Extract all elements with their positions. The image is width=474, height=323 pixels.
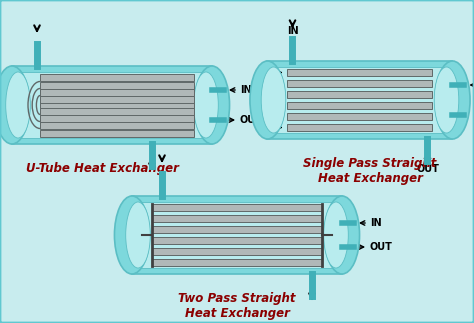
Bar (288, 80, 432, 87)
Bar (288, 102, 432, 109)
Bar (40, 130, 194, 137)
Bar (40, 88, 194, 95)
Ellipse shape (250, 61, 285, 139)
Bar (288, 69, 432, 76)
Bar (40, 89, 194, 96)
Ellipse shape (194, 72, 219, 138)
Ellipse shape (126, 202, 150, 268)
Bar (40, 96, 194, 102)
Text: Single Pass Straight
Heat Exchanger: Single Pass Straight Heat Exchanger (303, 157, 437, 185)
Text: Two Pass Straight
Heat Exchanger: Two Pass Straight Heat Exchanger (178, 292, 296, 320)
Bar (12, 66, 212, 144)
Ellipse shape (261, 67, 286, 133)
Ellipse shape (114, 196, 150, 274)
Bar (40, 101, 194, 109)
Ellipse shape (324, 202, 348, 268)
Bar (152, 237, 322, 244)
Bar (288, 91, 432, 98)
Bar (288, 113, 432, 120)
Text: OUT: OUT (240, 115, 263, 125)
Text: U-Tube Heat Exchanger: U-Tube Heat Exchanger (26, 162, 178, 175)
Bar (152, 248, 322, 255)
Bar (40, 74, 194, 80)
Bar (267, 61, 453, 139)
Bar (138, 202, 336, 268)
Ellipse shape (0, 66, 29, 144)
Bar (273, 67, 447, 133)
Bar (40, 116, 194, 122)
Bar (40, 108, 194, 114)
Ellipse shape (6, 72, 30, 138)
Bar (40, 114, 194, 121)
Text: OUT: OUT (416, 164, 439, 174)
Bar (152, 204, 322, 211)
Bar (40, 81, 194, 89)
Ellipse shape (194, 66, 229, 144)
Text: IN: IN (370, 218, 382, 228)
Bar (288, 124, 432, 131)
Text: IN: IN (287, 26, 298, 36)
Bar (40, 101, 194, 109)
Bar (152, 259, 322, 266)
Bar (40, 121, 194, 129)
Bar (18, 72, 206, 138)
Ellipse shape (435, 61, 470, 139)
Bar (152, 226, 322, 233)
Bar (132, 196, 342, 274)
Bar (152, 215, 322, 222)
Text: IN: IN (240, 85, 252, 95)
Ellipse shape (434, 67, 459, 133)
Ellipse shape (324, 196, 360, 274)
Text: OUT: OUT (370, 242, 393, 252)
